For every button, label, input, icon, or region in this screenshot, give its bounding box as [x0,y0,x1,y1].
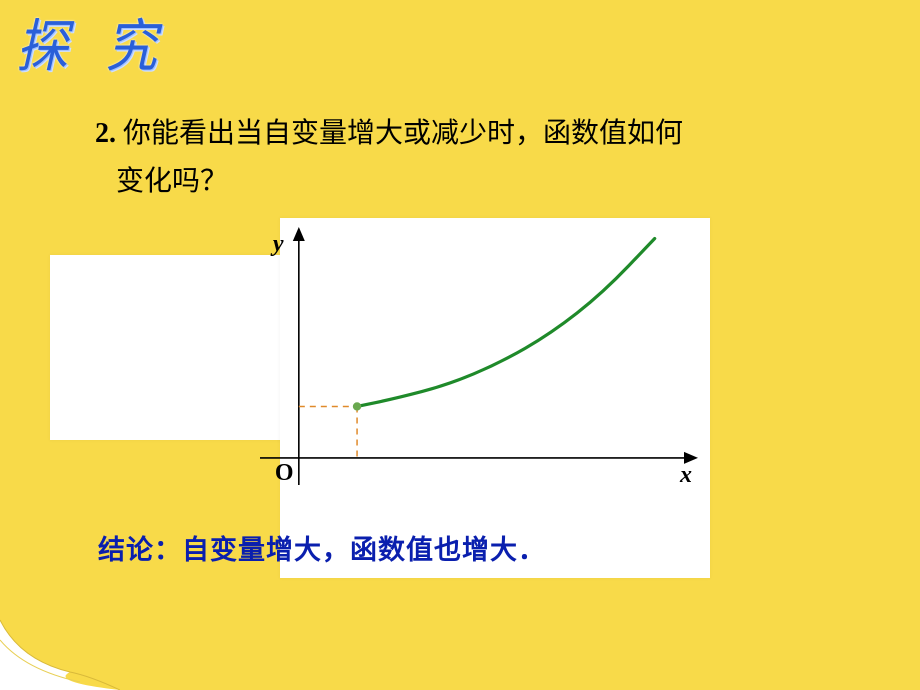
page-title: 探 究 [16,0,169,83]
question-line1: 你能看出当自变量增大或减少时，函数值如何 [123,118,683,149]
function-graph: y x O [260,225,700,485]
question-line2: 变化吗？ [116,166,228,197]
conclusion-text: 结论：自变量增大，函数值也增大． [98,528,546,567]
question-text: 2. 你能看出当自变量增大或减少时，函数值如何 变化吗？ [95,110,795,205]
origin-label: O [275,460,294,487]
question-number: 2. [95,118,116,149]
page-curl-decoration [0,600,120,690]
graph-svg [260,225,700,485]
x-axis-label: x [680,462,692,489]
y-axis-label: y [273,231,284,258]
